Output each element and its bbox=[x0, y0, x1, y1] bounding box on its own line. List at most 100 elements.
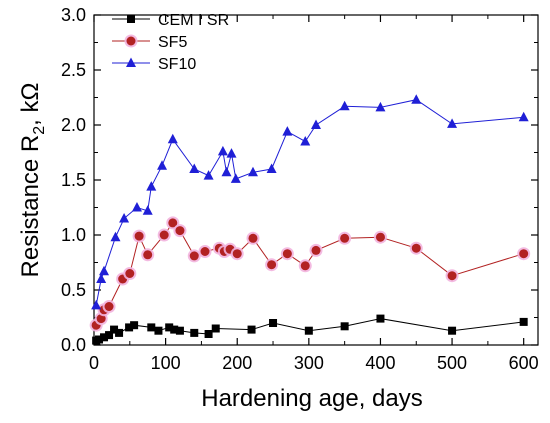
data-point bbox=[134, 231, 144, 241]
series-line bbox=[95, 99, 524, 306]
data-point bbox=[448, 326, 457, 335]
legend-marker bbox=[127, 15, 135, 23]
data-point bbox=[170, 325, 179, 334]
data-point bbox=[217, 145, 228, 156]
data-point bbox=[105, 331, 114, 340]
legend-label: CEM I SR bbox=[158, 12, 229, 29]
data-point bbox=[447, 271, 457, 281]
y-tick-label: 2.0 bbox=[61, 115, 86, 135]
data-point bbox=[375, 101, 386, 112]
data-point bbox=[95, 335, 104, 344]
legend-marker bbox=[126, 57, 136, 67]
data-point bbox=[376, 314, 385, 323]
data-point bbox=[304, 326, 313, 335]
data-point bbox=[167, 133, 178, 144]
legend-label: SF10 bbox=[158, 56, 196, 73]
data-point bbox=[157, 160, 168, 170]
data-point bbox=[154, 326, 163, 335]
axes: 0 100 200 300 400 500 600 0.0 0.5 1.0 1.5 2.0 2.5 3.0 bbox=[61, 5, 539, 373]
data-point bbox=[411, 94, 422, 104]
data-point bbox=[125, 323, 134, 332]
data-point bbox=[282, 249, 292, 259]
x-tick-label: 400 bbox=[365, 353, 395, 373]
y-axis-title-unit: , kΩ bbox=[17, 83, 44, 126]
y-axis-title-subscript: 2 bbox=[31, 126, 48, 135]
x-tick-label: 0 bbox=[89, 353, 99, 373]
data-point bbox=[269, 319, 278, 327]
data-point bbox=[165, 323, 174, 332]
data-point bbox=[340, 322, 349, 331]
series-cem-i-sr bbox=[92, 314, 528, 345]
data-point bbox=[311, 245, 321, 255]
data-point bbox=[375, 232, 385, 242]
data-point bbox=[247, 166, 258, 177]
series-sf5 bbox=[89, 216, 531, 332]
data-point bbox=[300, 261, 310, 271]
data-point bbox=[190, 328, 199, 337]
data-point bbox=[267, 260, 277, 270]
series-layer bbox=[89, 94, 531, 345]
data-point bbox=[266, 163, 277, 173]
data-point bbox=[232, 249, 242, 259]
data-point bbox=[119, 213, 130, 223]
x-tick-label: 600 bbox=[509, 353, 539, 373]
y-tick-label: 2.5 bbox=[61, 60, 86, 80]
data-point bbox=[204, 330, 213, 338]
y-axis-title-main: Resistance R bbox=[17, 135, 44, 278]
data-point bbox=[211, 324, 220, 333]
data-point bbox=[125, 269, 135, 278]
data-point bbox=[175, 326, 184, 335]
data-point bbox=[110, 231, 121, 242]
data-point bbox=[226, 148, 237, 158]
data-point bbox=[300, 136, 311, 146]
data-point bbox=[147, 323, 156, 332]
data-point bbox=[99, 265, 110, 276]
x-tick-label: 300 bbox=[294, 353, 324, 373]
data-point bbox=[110, 325, 119, 334]
data-point bbox=[142, 205, 153, 215]
legend-marker bbox=[126, 36, 136, 46]
data-point bbox=[104, 302, 114, 311]
data-point bbox=[518, 111, 529, 122]
x-tick-label: 100 bbox=[151, 353, 181, 373]
data-point bbox=[175, 226, 185, 236]
y-tick-label: 1.5 bbox=[61, 170, 86, 190]
data-point bbox=[519, 317, 528, 326]
data-point bbox=[282, 126, 293, 136]
y-axis-title: Resistance R2, kΩ bbox=[17, 83, 48, 278]
data-point bbox=[96, 273, 107, 283]
x-tick-label: 200 bbox=[222, 353, 252, 373]
data-point bbox=[248, 233, 258, 243]
data-point bbox=[189, 251, 199, 261]
data-point bbox=[143, 250, 153, 260]
y-tick-label: 1.0 bbox=[61, 225, 86, 245]
data-point bbox=[159, 230, 169, 240]
data-point bbox=[131, 202, 142, 212]
data-point bbox=[203, 170, 214, 180]
data-point bbox=[130, 321, 139, 330]
y-tick-label: 0.0 bbox=[61, 335, 86, 355]
data-point bbox=[146, 181, 157, 191]
data-point bbox=[221, 166, 232, 177]
legend: CEM I SR SF5 SF10 bbox=[112, 12, 229, 73]
data-point bbox=[200, 247, 210, 256]
y-tick-label: 0.5 bbox=[61, 280, 86, 300]
data-point bbox=[91, 299, 102, 310]
data-point bbox=[189, 163, 200, 173]
series-sf10 bbox=[91, 94, 529, 310]
data-point bbox=[100, 333, 109, 342]
data-point bbox=[411, 243, 421, 253]
data-point bbox=[519, 249, 529, 259]
legend-label: SF5 bbox=[158, 34, 187, 51]
data-point bbox=[340, 233, 350, 243]
x-tick-label: 500 bbox=[437, 353, 467, 373]
data-point bbox=[311, 119, 321, 129]
data-point bbox=[96, 314, 106, 324]
y-tick-label: 3.0 bbox=[61, 5, 86, 25]
data-point bbox=[247, 325, 256, 334]
data-point bbox=[339, 100, 350, 111]
data-point bbox=[115, 328, 124, 337]
data-point bbox=[230, 173, 241, 183]
